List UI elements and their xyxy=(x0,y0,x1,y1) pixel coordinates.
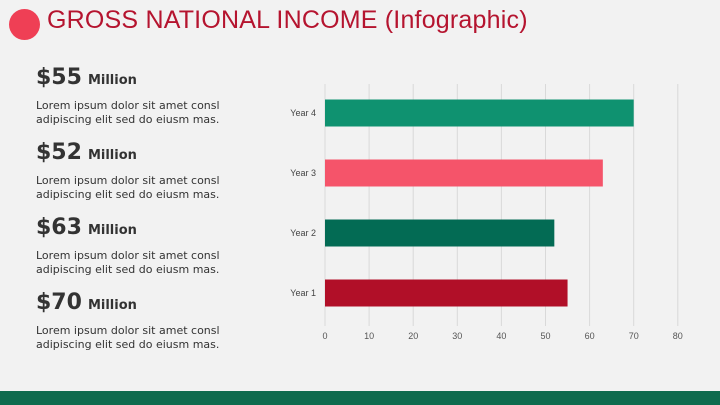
stat-value: $70 xyxy=(36,290,82,315)
stat-value: $63 xyxy=(36,215,82,240)
y-category-label: Year 4 xyxy=(290,108,316,118)
page-title: GROSS NATIONAL INCOME (Infographic) xyxy=(47,6,528,34)
stat-description: Lorem ipsum dolor sit amet consl adipisc… xyxy=(36,324,220,351)
y-category-label: Year 1 xyxy=(290,288,316,298)
x-tick-label: 30 xyxy=(452,331,462,341)
stat-description: Lorem ipsum dolor sit amet consl adipisc… xyxy=(36,249,220,276)
stat-unit: Million xyxy=(87,298,137,313)
stat-unit: Million xyxy=(87,73,137,88)
y-category-label: Year 2 xyxy=(290,228,316,238)
stat-block: $63 Million Lorem ipsum dolor sit amet co… xyxy=(36,214,256,277)
stat-value: $52 xyxy=(36,140,82,165)
x-tick-label: 80 xyxy=(673,331,683,341)
stat-block: $52 Million Lorem ipsum dolor sit amet co… xyxy=(36,139,256,202)
bar xyxy=(325,159,603,187)
x-tick-label: 60 xyxy=(585,331,595,341)
stat-value: $55 xyxy=(36,65,82,90)
stat-unit: Million xyxy=(87,223,137,238)
bar xyxy=(325,99,634,127)
stat-block: $70 Million Lorem ipsum dolor sit amet co… xyxy=(36,289,256,352)
y-category-label: Year 3 xyxy=(290,168,316,178)
x-tick-label: 70 xyxy=(629,331,639,341)
title-dot xyxy=(9,9,40,40)
stat-description: Lorem ipsum dolor sit amet consl adipisc… xyxy=(36,99,220,126)
x-tick-label: 10 xyxy=(364,331,374,341)
footer-bar xyxy=(0,391,720,405)
x-tick-label: 20 xyxy=(408,331,418,341)
bar xyxy=(325,219,555,247)
stat-block: $55 Million Lorem ipsum dolor sit amet co… xyxy=(36,64,256,127)
x-tick-label: 0 xyxy=(322,331,327,341)
stat-unit: Million xyxy=(87,148,137,163)
x-tick-label: 40 xyxy=(496,331,506,341)
bar xyxy=(325,279,568,307)
x-tick-label: 50 xyxy=(540,331,550,341)
stat-description: Lorem ipsum dolor sit amet consl adipisc… xyxy=(36,174,220,201)
